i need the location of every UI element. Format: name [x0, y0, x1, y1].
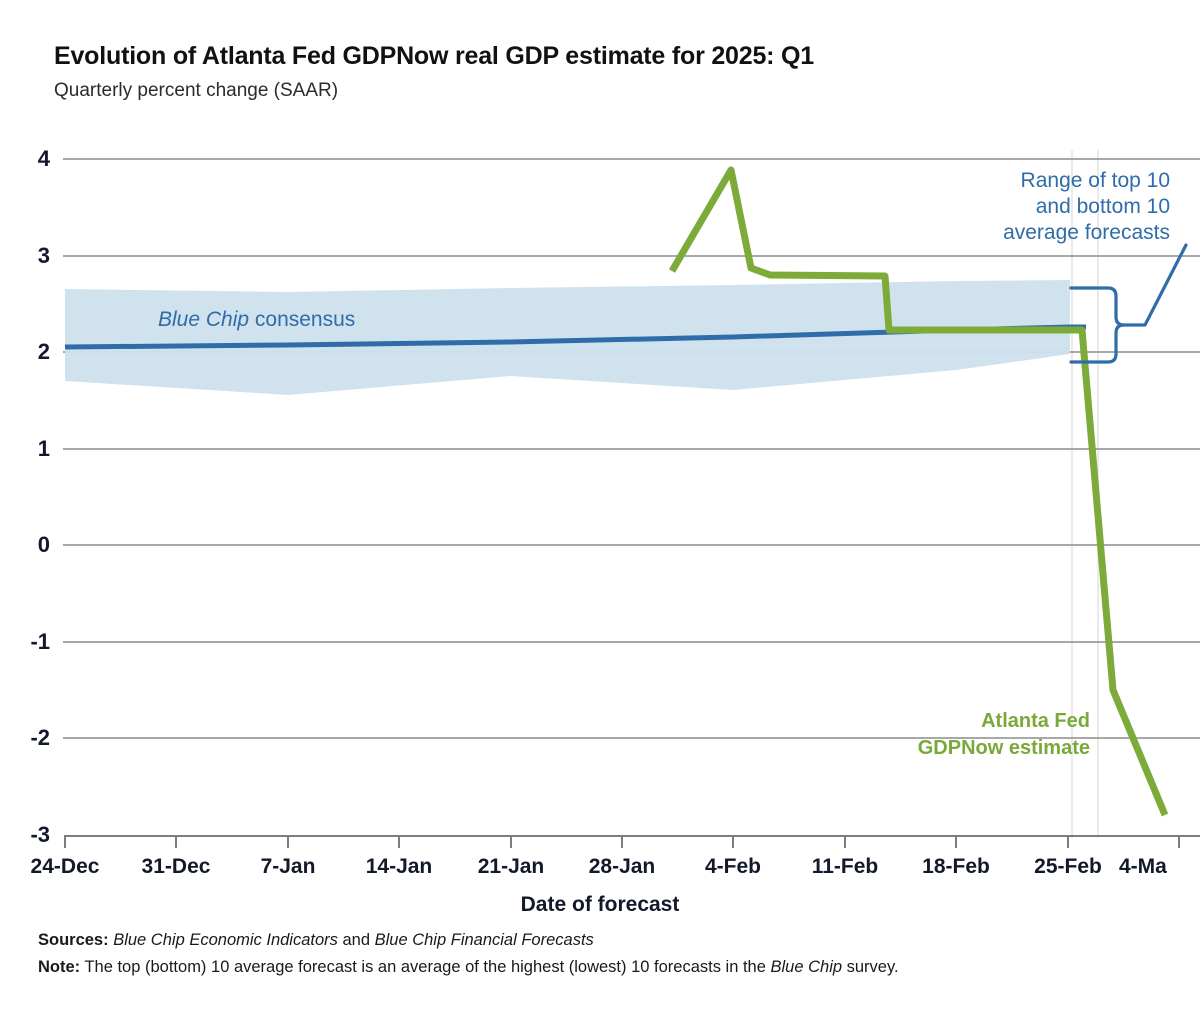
sources-line: Sources: Blue Chip Economic Indicators a…	[38, 928, 1168, 953]
x-tick-28-jan: 28-Jan	[588, 855, 656, 878]
sources-italic-2: Blue Chip Financial Forecasts	[374, 931, 594, 949]
chart-subtitle: Quarterly percent change (SAAR)	[54, 80, 339, 101]
range-annotation-line1: Range of top 10	[1020, 169, 1170, 192]
bluechip-italic-text: Blue Chip	[158, 308, 250, 331]
y-tick-neg2: -2	[30, 725, 50, 750]
note-text-1: The top (bottom) 10 average forecast is …	[80, 958, 771, 976]
x-tick-11-feb: 11-Feb	[811, 855, 879, 878]
sources-italic-1: Blue Chip Economic Indicators	[113, 931, 338, 949]
x-tick-25-feb: 25-Feb	[1034, 855, 1102, 878]
sources-label: Sources:	[38, 931, 109, 949]
x-tick-21-jan: 21-Jan	[477, 855, 545, 878]
range-annotation: Range of top 10 and bottom 10 average fo…	[880, 168, 1170, 246]
x-tick-31-dec: 31-Dec	[141, 855, 211, 878]
y-tick-neg1: -1	[30, 629, 50, 654]
range-annotation-line3: average forecasts	[1003, 221, 1170, 244]
gdpnow-label: Atlanta Fed GDPNow estimate	[790, 708, 1090, 762]
page-title: Evolution of Atlanta Fed GDPNow real GDP…	[54, 42, 814, 70]
sources-and: and	[337, 931, 375, 949]
bluechip-range-band	[65, 280, 1070, 395]
note-italic: Blue Chip	[770, 958, 843, 976]
y-tick-0: 0	[37, 532, 50, 557]
x-tick-4-mar: 4-Ma	[1119, 855, 1167, 878]
y-tick-2: 2	[37, 339, 50, 364]
x-tick-4-feb: 4-Feb	[704, 855, 761, 878]
x-tick-7-jan: 7-Jan	[260, 855, 316, 878]
note-label: Note:	[38, 958, 81, 976]
gdpnow-label-line2: GDPNow estimate	[917, 737, 1090, 759]
gdpnow-estimate-line	[668, 166, 1169, 817]
x-tick-18-feb: 18-Feb	[922, 855, 990, 878]
bluechip-consensus-label: Blue Chip consensus	[158, 308, 355, 332]
note-text-2: survey.	[842, 958, 899, 976]
bluechip-rest-text: consensus	[249, 308, 356, 331]
x-axis-title: Date of forecast	[520, 893, 680, 916]
gdpnow-label-line1: Atlanta Fed	[981, 710, 1090, 732]
range-annotation-bracket	[1069, 243, 1188, 364]
y-tick-3: 3	[37, 243, 50, 268]
x-axis	[64, 835, 1200, 848]
footer-notes: Sources: Blue Chip Economic Indicators a…	[38, 928, 1168, 980]
note-line: Note: The top (bottom) 10 average foreca…	[38, 955, 1168, 980]
y-tick-4: 4	[37, 146, 50, 171]
y-tick-neg3: -3	[30, 822, 50, 847]
x-tick-14-jan: 14-Jan	[365, 855, 433, 878]
y-tick-1: 1	[37, 436, 50, 461]
range-annotation-line2: and bottom 10	[1035, 195, 1170, 218]
x-tick-24-dec: 24-Dec	[30, 855, 100, 878]
